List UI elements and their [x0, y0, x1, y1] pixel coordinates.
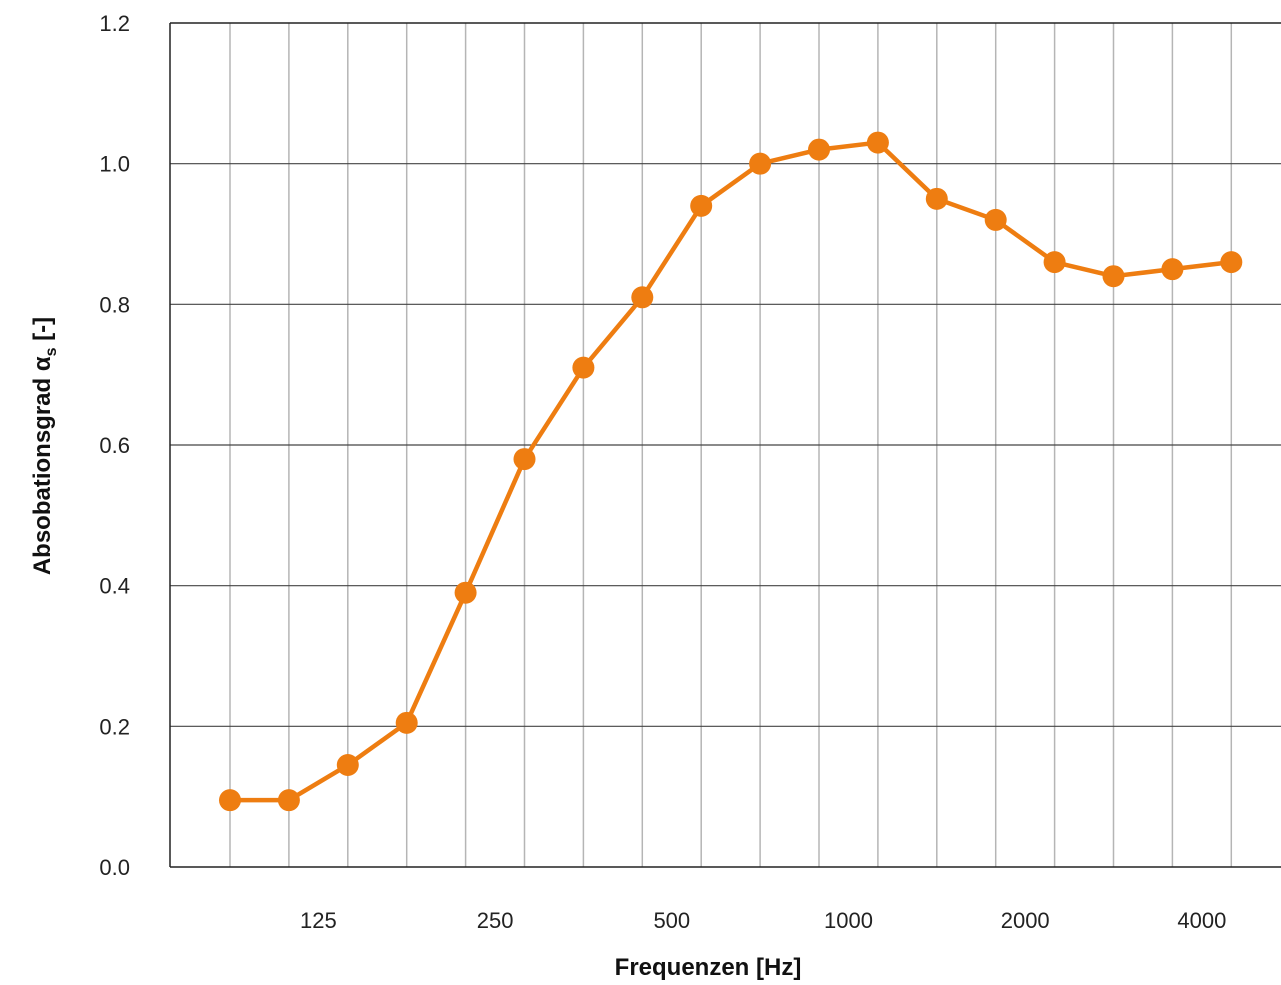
y-axis-title-main: Absobationsgrad α [29, 356, 56, 575]
data-point [1102, 265, 1125, 288]
data-point [572, 356, 595, 379]
x-tick-label: 125 [300, 908, 337, 933]
x-tick-label: 4000 [1177, 908, 1226, 933]
y-tick-label: 1.0 [99, 152, 130, 177]
data-point [690, 194, 713, 217]
x-tick-label: 1000 [824, 908, 873, 933]
x-tick-label: 2000 [1001, 908, 1050, 933]
x-axis-title: Frequenzen [Hz] [615, 954, 802, 981]
data-point [1043, 251, 1066, 274]
plot-frame [169, 22, 1281, 868]
y-axis-title-subscript: s [43, 347, 60, 356]
y-tick-label: 0.6 [99, 433, 130, 458]
y-axis-ticks: 0.0 0.2 0.4 0.6 0.8 1.0 1.2 [99, 11, 130, 880]
data-point [336, 754, 359, 777]
data-point [925, 187, 948, 210]
series-layer [219, 131, 1243, 812]
data-point [454, 581, 477, 604]
series-line [230, 140, 1232, 803]
data-point [277, 789, 300, 812]
data-point [808, 138, 830, 161]
y-tick-label: 1.2 [99, 11, 130, 36]
y-axis-title-suffix: [-] [29, 317, 56, 348]
grid [170, 23, 1281, 867]
x-axis-ticks: 125 250 500 1000 2000 4000 [300, 908, 1226, 933]
data-point [513, 448, 536, 471]
data-point [749, 152, 772, 175]
data-point [984, 208, 1007, 231]
y-axis-title: Absobationsgrad αs [-] [29, 317, 60, 575]
y-tick-label: 0.2 [99, 714, 130, 739]
x-tick-label: 500 [653, 908, 690, 933]
data-point [395, 711, 418, 734]
y-tick-label: 0.8 [99, 292, 130, 317]
data-point [219, 789, 241, 812]
y-tick-label: 0.0 [99, 855, 130, 880]
data-point [631, 286, 654, 309]
data-point [1161, 258, 1184, 281]
y-tick-label: 0.4 [99, 574, 130, 599]
x-tick-label: 250 [477, 908, 514, 933]
data-point [1220, 251, 1243, 274]
data-point [866, 131, 889, 154]
